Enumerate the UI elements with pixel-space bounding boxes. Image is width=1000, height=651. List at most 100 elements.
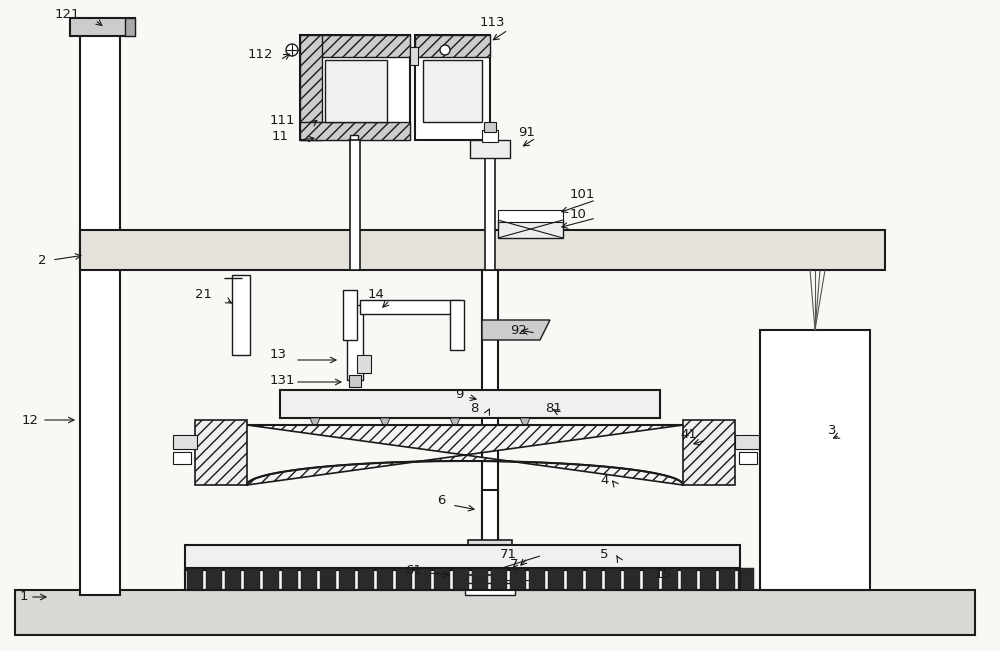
Bar	[360, 300, 460, 314]
Text: 92: 92	[510, 324, 527, 337]
Text: 71: 71	[500, 549, 517, 562]
Bar	[263, 568, 279, 590]
Bar	[301, 568, 317, 590]
Bar	[187, 568, 203, 590]
Bar	[482, 130, 498, 142]
Text: 131: 131	[270, 374, 296, 387]
Polygon shape	[380, 418, 390, 430]
Text: 113: 113	[480, 16, 506, 29]
Bar	[15, 590, 975, 635]
Bar	[173, 435, 197, 449]
Text: 10: 10	[570, 208, 587, 221]
Bar	[485, 140, 495, 270]
Bar	[415, 568, 431, 590]
Circle shape	[440, 45, 450, 55]
Text: 9: 9	[455, 389, 463, 402]
Bar	[358, 568, 374, 590]
Bar	[300, 122, 410, 140]
Bar	[206, 568, 222, 590]
Text: 7: 7	[510, 559, 518, 572]
Bar	[415, 35, 490, 57]
Text: 111: 111	[270, 113, 296, 126]
Bar	[510, 568, 526, 590]
Bar	[605, 568, 621, 590]
Bar	[423, 60, 482, 122]
Bar	[300, 35, 410, 57]
Bar	[396, 568, 412, 590]
Bar	[347, 305, 363, 380]
Bar	[80, 25, 120, 595]
Bar	[325, 60, 387, 122]
Bar	[624, 568, 640, 590]
Bar	[502, 568, 540, 580]
Bar	[482, 490, 498, 585]
Bar	[350, 140, 360, 270]
Bar	[662, 568, 678, 590]
Text: 1: 1	[20, 590, 28, 603]
Bar	[739, 452, 757, 464]
Polygon shape	[310, 418, 320, 430]
Text: 112: 112	[248, 49, 274, 61]
Bar	[339, 568, 355, 590]
Text: 81: 81	[545, 402, 562, 415]
Polygon shape	[247, 425, 683, 485]
Bar	[498, 220, 563, 238]
Text: 5: 5	[600, 549, 608, 562]
Text: 11: 11	[272, 130, 289, 143]
Text: 13: 13	[270, 348, 287, 361]
Bar	[225, 568, 241, 590]
Text: 14: 14	[368, 288, 385, 301]
Bar	[377, 568, 393, 590]
Bar	[468, 540, 512, 575]
Bar	[300, 35, 410, 140]
Polygon shape	[520, 418, 530, 430]
Bar	[735, 435, 759, 449]
Text: 61: 61	[405, 564, 422, 577]
Bar	[280, 390, 660, 418]
Bar	[343, 290, 357, 340]
Text: 3: 3	[828, 424, 836, 437]
Text: 21: 21	[195, 288, 212, 301]
Polygon shape	[125, 18, 135, 36]
Bar	[300, 35, 322, 140]
Bar	[491, 568, 507, 590]
Text: 121: 121	[55, 8, 80, 21]
Bar	[453, 568, 469, 590]
Bar	[455, 572, 525, 586]
Polygon shape	[450, 418, 460, 430]
Bar	[529, 568, 545, 590]
Bar	[320, 568, 336, 590]
Bar	[185, 568, 740, 590]
Text: 6: 6	[437, 493, 445, 506]
Text: 4: 4	[600, 473, 608, 486]
Text: 8: 8	[470, 402, 478, 415]
Bar	[244, 568, 260, 590]
Bar	[80, 230, 885, 270]
Text: 91: 91	[518, 126, 535, 139]
Bar	[498, 210, 563, 222]
Bar	[482, 270, 498, 570]
Bar	[760, 330, 870, 590]
Text: 2: 2	[38, 253, 46, 266]
Bar	[349, 375, 361, 387]
Bar	[586, 568, 602, 590]
Text: 101: 101	[570, 189, 595, 202]
Bar	[681, 568, 697, 590]
Bar	[683, 420, 735, 485]
Bar	[567, 568, 583, 590]
Bar	[173, 452, 191, 464]
Bar	[232, 275, 250, 355]
Bar	[195, 420, 247, 485]
Bar	[410, 47, 418, 65]
Bar	[548, 568, 564, 590]
Bar	[465, 583, 515, 595]
Bar	[415, 35, 490, 140]
Bar	[470, 140, 510, 158]
Bar	[643, 568, 659, 590]
Circle shape	[286, 44, 298, 56]
Bar	[434, 568, 450, 590]
Text: 15: 15	[655, 568, 672, 581]
Bar	[450, 300, 464, 350]
Bar	[738, 568, 754, 590]
Bar	[357, 355, 371, 373]
